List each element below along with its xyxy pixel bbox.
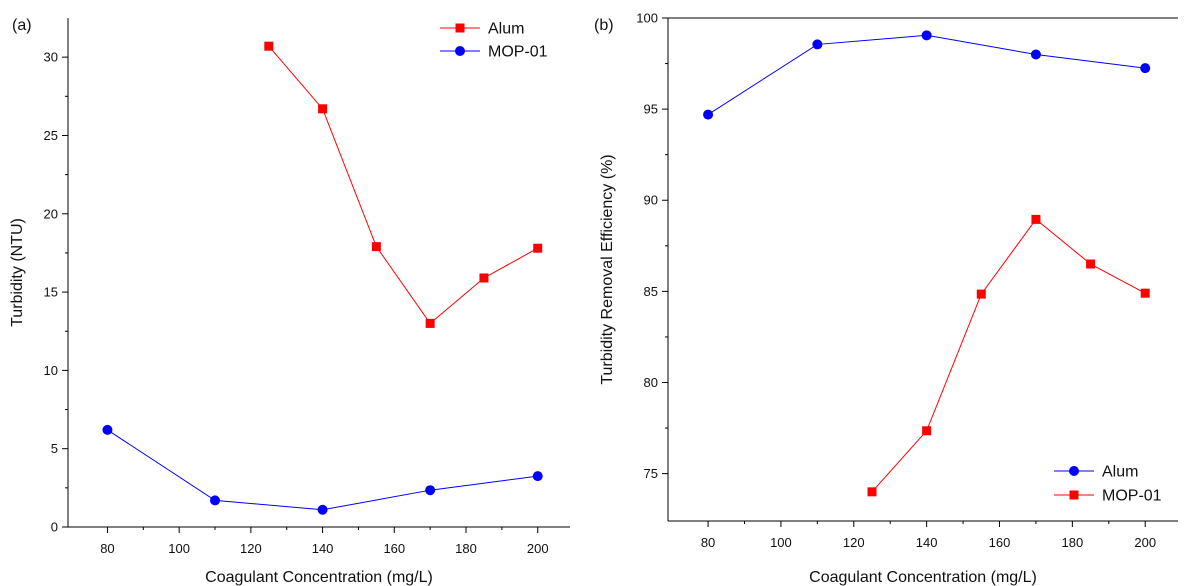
data-point-mop-01 bbox=[210, 495, 221, 506]
series-line-mop-01 bbox=[107, 429, 538, 511]
x-tick-label: 120 bbox=[843, 535, 865, 550]
y-tick-label: 10 bbox=[44, 363, 58, 378]
data-point-mop-01 bbox=[102, 424, 113, 435]
chart-panel-a: 80 100 120 140 160 180 200 0 5 10 15 20 25 30 Coagulan… bbox=[9, 17, 570, 586]
x-tick-label: 200 bbox=[1134, 535, 1156, 550]
y-tick-label: 30 bbox=[44, 50, 58, 65]
x-tick-label: 200 bbox=[527, 541, 549, 556]
data-point-mop-01 bbox=[1140, 288, 1150, 298]
x-tick-label: 160 bbox=[383, 541, 405, 556]
data-point-alum bbox=[318, 104, 328, 114]
y-tick-label: 95 bbox=[644, 102, 658, 117]
data-point-alum bbox=[1140, 63, 1151, 74]
legend-label: Alum bbox=[1102, 464, 1138, 481]
data-point-alum bbox=[812, 39, 823, 50]
data-point-alum bbox=[264, 41, 274, 51]
x-tick-label: 140 bbox=[312, 541, 334, 556]
series-line-alum bbox=[268, 45, 538, 325]
series-line-alum bbox=[707, 34, 1146, 116]
data-point-alum bbox=[921, 30, 932, 41]
legend-label: Alum bbox=[488, 21, 524, 38]
legend-marker bbox=[1069, 466, 1079, 476]
x-tick-label: 80 bbox=[100, 541, 114, 556]
y-axis-label: Turbidity Removal Efficiency (%) bbox=[599, 154, 616, 384]
data-point-mop-01 bbox=[317, 504, 328, 515]
series-line-mop-01 bbox=[871, 218, 1146, 493]
data-point-mop-01 bbox=[1086, 259, 1096, 269]
y-tick-label: 100 bbox=[636, 11, 658, 26]
y-tick-label: 15 bbox=[44, 285, 58, 300]
x-tick-label: 120 bbox=[240, 541, 262, 556]
data-point-mop-01 bbox=[922, 426, 932, 436]
data-point-alum bbox=[533, 243, 543, 253]
panel-label: (b) bbox=[594, 17, 614, 34]
y-tick-label: 0 bbox=[51, 520, 58, 535]
y-axis-label: Turbidity (NTU) bbox=[9, 218, 26, 327]
data-point-alum bbox=[425, 318, 435, 328]
x-axis-label: Coagulant Concentration (mg/L) bbox=[205, 569, 433, 586]
y-tick-label: 90 bbox=[644, 193, 658, 208]
legend-marker bbox=[1069, 490, 1079, 500]
data-point-mop-01 bbox=[425, 485, 436, 496]
legend-label: MOP-01 bbox=[1102, 488, 1162, 505]
legend-label: MOP-01 bbox=[488, 44, 548, 61]
y-tick-label: 5 bbox=[51, 441, 58, 456]
x-tick-label: 100 bbox=[770, 535, 792, 550]
y-tick-label: 20 bbox=[44, 206, 58, 221]
data-point-alum bbox=[1030, 49, 1041, 60]
y-tick-label: 80 bbox=[644, 375, 658, 390]
y-tick-label: 85 bbox=[644, 284, 658, 299]
x-tick-label: 140 bbox=[916, 535, 938, 550]
panel-label: (a) bbox=[12, 17, 32, 34]
x-tick-label: 180 bbox=[1062, 535, 1084, 550]
data-point-alum bbox=[703, 109, 714, 120]
data-point-mop-01 bbox=[1031, 214, 1041, 224]
data-point-mop-01 bbox=[976, 289, 986, 299]
x-axis-label: Coagulant Concentration (mg/L) bbox=[809, 569, 1037, 586]
chart-panel-b: 80 100 120 140 160 180 200 75 80 85 90 95 100 Coagula… bbox=[594, 11, 1178, 586]
data-point-alum bbox=[479, 273, 489, 283]
x-tick-label: 80 bbox=[701, 535, 715, 550]
data-point-alum bbox=[371, 242, 381, 252]
x-tick-label: 100 bbox=[168, 541, 190, 556]
legend-marker bbox=[455, 23, 465, 33]
data-point-mop-01 bbox=[532, 471, 543, 482]
x-tick-label: 180 bbox=[455, 541, 477, 556]
x-tick-label: 160 bbox=[989, 535, 1011, 550]
y-tick-label: 25 bbox=[44, 128, 58, 143]
y-tick-label: 75 bbox=[644, 466, 658, 481]
data-point-mop-01 bbox=[867, 487, 877, 497]
legend-marker bbox=[455, 46, 465, 56]
